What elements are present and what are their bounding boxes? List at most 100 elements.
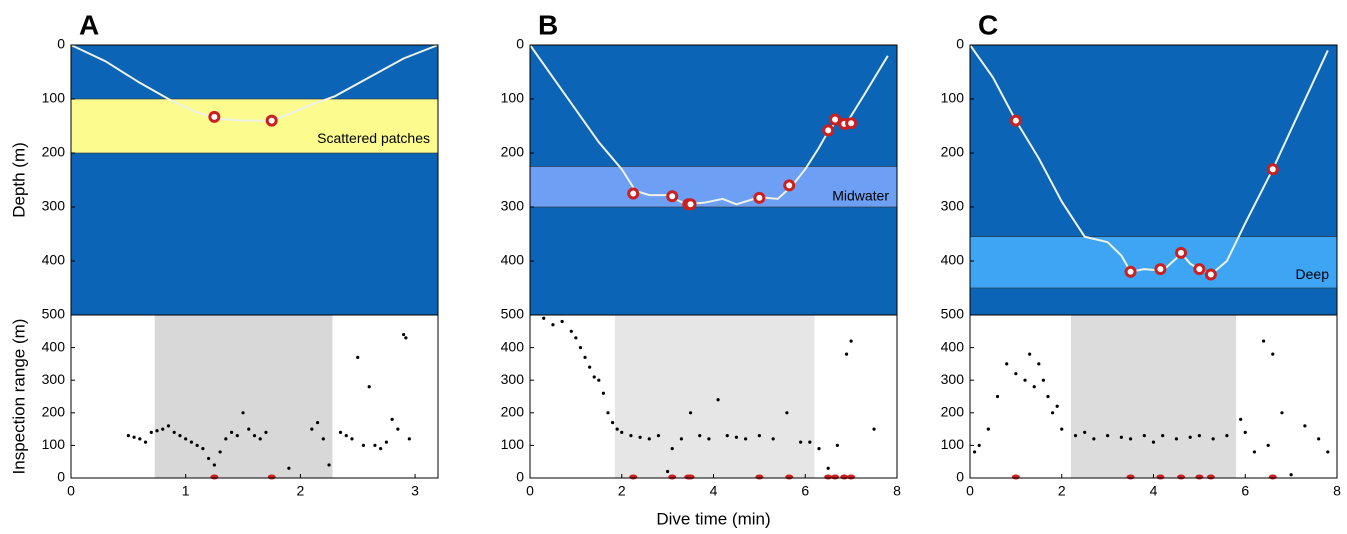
event-tick bbox=[831, 474, 840, 480]
range-point bbox=[1005, 362, 1009, 366]
range-point bbox=[995, 394, 1000, 399]
range-point bbox=[597, 378, 601, 382]
range-point bbox=[218, 450, 222, 454]
range-point bbox=[574, 336, 578, 340]
range-point bbox=[1050, 411, 1055, 415]
range-point bbox=[212, 463, 216, 467]
range-point bbox=[1303, 424, 1307, 428]
y-tick-label: 0 bbox=[57, 469, 65, 485]
range-point bbox=[844, 352, 849, 356]
range-point bbox=[373, 443, 377, 447]
event-tick bbox=[840, 474, 849, 480]
range-point bbox=[166, 424, 171, 428]
y-tick-label: 400 bbox=[941, 252, 965, 268]
event-tick bbox=[755, 474, 764, 480]
plot-background bbox=[71, 45, 438, 315]
range-point bbox=[734, 435, 739, 439]
event-tick bbox=[1195, 474, 1204, 480]
range-point bbox=[1151, 440, 1156, 444]
panel-label: A bbox=[79, 9, 99, 40]
event-tick bbox=[1177, 474, 1186, 480]
band-label: Scattered patches bbox=[317, 130, 430, 146]
range-point bbox=[1023, 378, 1027, 382]
x-tick-label: 8 bbox=[1333, 483, 1341, 499]
range-point bbox=[350, 437, 354, 441]
y-tick-label: 200 bbox=[501, 404, 525, 420]
x-tick-label: 3 bbox=[411, 483, 419, 499]
event-tick bbox=[1126, 474, 1135, 480]
y-tick-label: 400 bbox=[42, 252, 66, 268]
range-point bbox=[344, 434, 348, 438]
range-point bbox=[835, 443, 839, 447]
range-point bbox=[817, 447, 821, 451]
y-tick-label: 300 bbox=[501, 371, 525, 387]
x-tick-label: 6 bbox=[801, 483, 809, 499]
event-marker bbox=[783, 179, 796, 192]
range-point bbox=[404, 336, 408, 340]
range-point bbox=[1262, 339, 1266, 343]
range-point bbox=[757, 434, 761, 438]
y-tick-label: 500 bbox=[501, 306, 525, 322]
range-point bbox=[155, 429, 159, 433]
range-point bbox=[601, 391, 606, 395]
range-point bbox=[972, 450, 977, 454]
range-point bbox=[356, 355, 360, 359]
range-point bbox=[1280, 411, 1284, 415]
range-point bbox=[1028, 352, 1032, 356]
range-point bbox=[1211, 437, 1215, 441]
x-tick-label: 2 bbox=[618, 483, 626, 499]
event-marker bbox=[208, 110, 221, 123]
event-tick bbox=[629, 474, 638, 480]
range-point bbox=[143, 440, 148, 444]
range-point bbox=[542, 316, 546, 320]
range-point bbox=[606, 411, 610, 415]
range-point bbox=[1271, 352, 1275, 356]
range-point bbox=[1239, 417, 1243, 421]
range-point bbox=[620, 430, 624, 434]
y-tick-label: 400 bbox=[501, 338, 525, 354]
dive-profile bbox=[70, 44, 439, 122]
dive-profile bbox=[529, 44, 889, 206]
range-point bbox=[610, 420, 615, 425]
range-point bbox=[264, 430, 268, 434]
range-point bbox=[224, 437, 228, 441]
range-point bbox=[247, 427, 251, 431]
range-point bbox=[615, 427, 619, 431]
range-point bbox=[849, 339, 853, 343]
range-point bbox=[1092, 437, 1096, 441]
y-tick-label: 0 bbox=[956, 36, 964, 52]
range-point bbox=[1055, 404, 1059, 408]
range-point bbox=[647, 437, 651, 441]
range-point bbox=[1119, 435, 1123, 439]
event-tick bbox=[1011, 474, 1020, 480]
range-point bbox=[725, 434, 729, 438]
range-point bbox=[679, 437, 683, 441]
event-marker bbox=[829, 113, 842, 126]
range-point bbox=[184, 437, 188, 441]
x-tick-label: 2 bbox=[296, 483, 304, 499]
range-point bbox=[407, 437, 411, 441]
range-point bbox=[195, 443, 199, 447]
shaded-interval bbox=[614, 315, 815, 478]
x-tick-label: 6 bbox=[1241, 483, 1249, 499]
plot-frame bbox=[70, 314, 439, 479]
range-point bbox=[551, 323, 555, 327]
range-point bbox=[583, 355, 587, 359]
range-point bbox=[1161, 434, 1165, 438]
event-tick bbox=[686, 474, 695, 480]
event-marker bbox=[822, 124, 835, 137]
event-marker bbox=[684, 198, 697, 211]
range-point bbox=[771, 437, 775, 441]
range-point bbox=[1289, 473, 1293, 477]
y-tick-label: 0 bbox=[516, 469, 524, 485]
range-point bbox=[327, 463, 331, 467]
range-point bbox=[826, 466, 830, 470]
y-tick-label: 300 bbox=[42, 198, 66, 214]
event-tick bbox=[668, 474, 677, 480]
range-point bbox=[1225, 434, 1229, 438]
y-tick-label: 100 bbox=[941, 90, 965, 106]
range-point bbox=[1046, 394, 1050, 399]
range-point bbox=[161, 427, 165, 431]
y-tick-label: 200 bbox=[42, 144, 66, 160]
range-point bbox=[126, 434, 130, 438]
